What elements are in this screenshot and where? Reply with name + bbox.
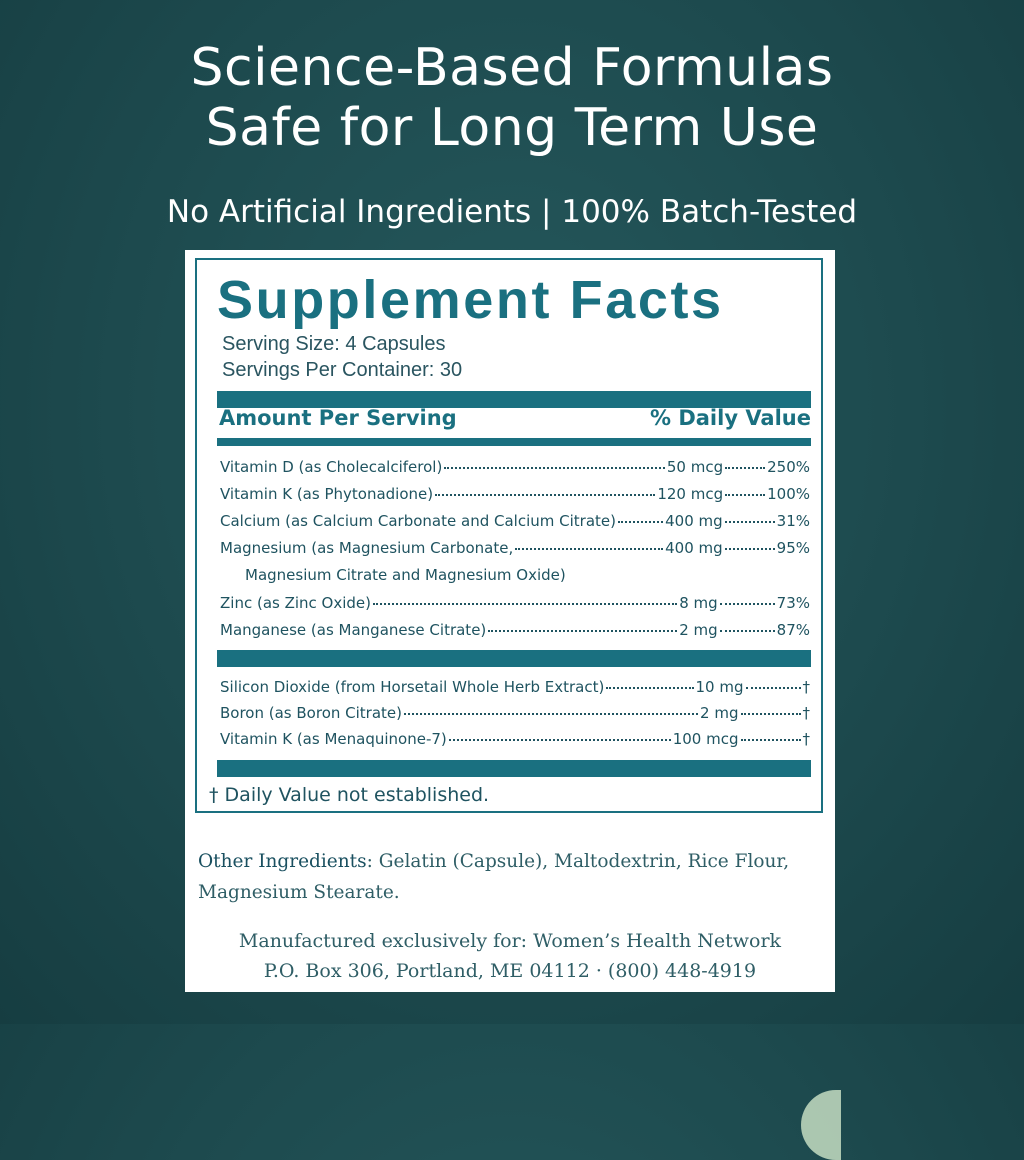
divider-bar [217, 438, 811, 446]
other-ingredients: Other Ingredients: Gelatin (Capsule), Ma… [198, 846, 818, 908]
nutrient-amount: 400 mg [665, 539, 723, 557]
nutrient-dv: 87% [776, 621, 810, 639]
nutrient-dv: 95% [776, 539, 810, 557]
nutrient-amount: 2 mg [679, 621, 718, 639]
nutrient-dv: † [802, 704, 811, 722]
nutrient-row: Vitamin D (as Cholecalciferol) 50 mcg 250% [220, 458, 810, 476]
supplement-facts-panel: Supplement Facts Serving Size: 4 Capsule… [195, 258, 823, 813]
nutrient-row: Calcium (as Calcium Carbonate and Calciu… [220, 512, 810, 530]
headline-line-1: Science-Based Formulas [190, 38, 834, 98]
nutrient-name: Zinc (as Zinc Oxide) [220, 594, 372, 612]
headline: Science-Based Formulas Safe for Long Ter… [0, 38, 1024, 158]
supplement-label-card: Supplement Facts Serving Size: 4 Capsule… [185, 250, 841, 1160]
manufacturer-line-1: Manufactured exclusively for: Women’s He… [238, 930, 782, 952]
nutrient-name: Vitamin K (as Phytonadione) [220, 485, 434, 503]
nutrient-row: Silicon Dioxide (from Horsetail Whole He… [220, 678, 810, 696]
amount-header: Amount Per Serving [219, 406, 457, 430]
nutrient-amount: 120 mcg [657, 485, 724, 503]
nutrient-name: Manganese (as Manganese Citrate) [220, 621, 487, 639]
supplement-facts-title: Supplement Facts [217, 270, 724, 330]
divider-bar [217, 760, 811, 777]
nutrient-amount: 10 mg [695, 678, 744, 696]
nutrient-dv: 73% [776, 594, 810, 612]
nutrient-amount: 400 mg [665, 512, 723, 530]
nutrient-row: Boron (as Boron Citrate) 2 mg † [220, 704, 810, 722]
nutrient-row: Vitamin K (as Menaquinone-7) 100 mcg † [220, 730, 810, 748]
nutrient-name: Magnesium (as Magnesium Carbonate, [220, 539, 514, 557]
nutrient-name: Calcium (as Calcium Carbonate and Calciu… [220, 512, 616, 530]
other-ingredients-text: : Gelatin (Capsule), Maltodextrin, Rice … [198, 851, 790, 903]
nutrient-dv: 100% [767, 485, 810, 503]
other-ingredients-label: Other Ingredients [198, 851, 367, 872]
nutrient-name: Silicon Dioxide (from Horsetail Whole He… [220, 678, 605, 696]
serving-size: Serving Size: 4 Capsules [222, 333, 446, 355]
nutrient-dv: 250% [767, 458, 810, 476]
nutrient-row: Zinc (as Zinc Oxide) 8 mg 73% [220, 594, 810, 612]
nutrient-name: Boron (as Boron Citrate) [220, 704, 402, 722]
footnote: † Daily Value not established. [209, 784, 490, 806]
headline-line-2: Safe for Long Term Use [205, 98, 819, 158]
nutrient-row: Magnesium (as Magnesium Carbonate, 400 mg… [220, 539, 810, 557]
nutrient-amount: 100 mcg [672, 730, 739, 748]
nutrient-name: Vitamin D (as Cholecalciferol) [220, 458, 443, 476]
divider-bar [217, 650, 811, 667]
nutrient-dv: 31% [776, 512, 810, 530]
divider-bar [217, 391, 811, 408]
nutrient-name: Vitamin K (as Menaquinone-7) [220, 730, 447, 748]
nutrient-amount: 8 mg [679, 594, 718, 612]
nutrient-dv: † [802, 730, 811, 748]
nutrient-row: Vitamin K (as Phytonadione) 120 mcg 100% [220, 485, 810, 503]
subtitle: No Artificial Ingredients | 100% Batch-T… [166, 194, 858, 230]
leaf-decoration [801, 1090, 841, 1160]
manufacturer-line-2: P.O. Box 306, Portland, ME 04112 · (800)… [263, 960, 757, 982]
nutrient-row: Manganese (as Manganese Citrate) 2 mg 87% [220, 621, 810, 639]
nutrient-amount: 2 mg [700, 704, 739, 722]
servings-per-container: Servings Per Container: 30 [222, 359, 463, 381]
nutrient-amount: 50 mcg [666, 458, 724, 476]
column-headers: Amount Per Serving % Daily Value [219, 406, 811, 430]
dv-header: % Daily Value [649, 406, 811, 430]
nutrient-dv: † [802, 678, 811, 696]
nutrient-name-continuation: Magnesium Citrate and Magnesium Oxide) [245, 566, 566, 584]
